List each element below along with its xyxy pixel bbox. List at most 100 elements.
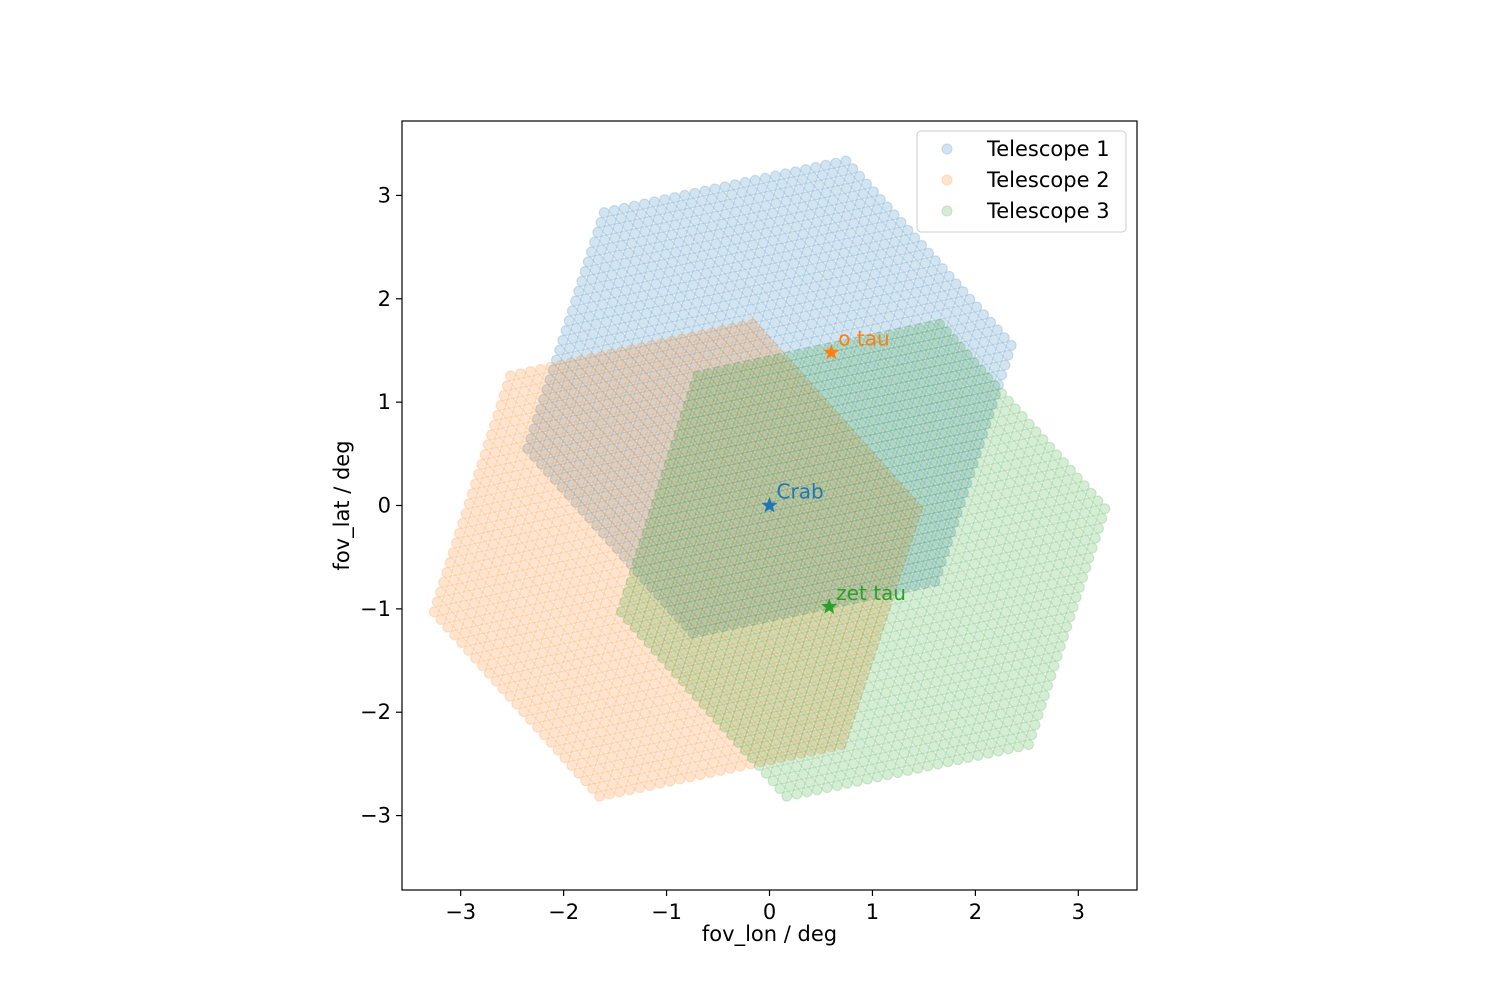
scatter-points [428,155,1111,802]
pixel-point [877,531,890,544]
pixel-point [696,570,708,582]
pixel-point [763,537,775,550]
pixel-point [976,428,989,440]
pixel-point [730,581,742,593]
pixel-point [679,537,691,549]
pixel-point [585,246,598,258]
pixel-point [842,438,854,450]
pixel-point [915,386,927,398]
pixel-point [808,601,820,613]
pixel-point [621,540,634,552]
pixel-point [680,592,692,604]
pixel-point [710,613,723,625]
pixel-point [857,536,869,548]
pixel-point [769,518,781,530]
pixel-point [495,399,507,411]
pixel-point [772,508,785,520]
pixel-point [927,493,939,505]
pixel-point [652,534,664,546]
pixel-point [709,183,721,195]
pixel-point [676,574,688,587]
pixel-point [658,194,671,206]
pixel-point [730,435,743,447]
pixel-point [797,576,810,588]
pixel-point [745,505,758,517]
pixel-point [630,456,642,468]
pixel-point [940,481,953,493]
pixel-point [637,464,649,476]
pixel-point [896,472,909,484]
pixel-point [665,335,678,348]
pixel-point [750,549,762,562]
pixel-point [764,446,777,458]
pixel-point [546,456,558,468]
pixel-point [744,450,757,462]
pixel-point [660,450,672,462]
pixel-point [798,603,810,615]
pixel-point [584,512,596,524]
pixel-point [973,410,985,422]
pixel-point [760,575,772,587]
pixel-point [926,439,938,451]
pixel-point [902,425,914,437]
pixel-point [665,522,677,534]
pixel-point [734,452,746,464]
pixel-point [866,479,878,491]
pixel-point [889,437,901,449]
pixel-point [726,323,738,335]
pixel-point [698,506,710,518]
pixel-point [965,375,978,387]
pixel-point [618,202,630,214]
pixel-point [712,521,724,533]
pixel-point [771,453,784,465]
pixel-point [717,447,730,459]
pixel-point [854,399,867,411]
pixel-point [892,574,904,586]
pixel-point [769,490,781,503]
pixel-point [618,550,630,562]
pixel-point [942,417,955,429]
pixel-point [773,535,785,548]
pixel-point [926,411,938,423]
pixel-point [897,527,910,539]
pixel-point [573,459,585,471]
pixel-point [861,407,874,419]
pixel-point [759,520,771,532]
pixel-point [752,485,764,497]
pixel-point [673,611,686,624]
pixel-point [814,408,827,420]
pixel-point [714,456,726,468]
pixel-point [716,538,728,551]
pixel-point [834,403,847,415]
pixel-point [884,512,896,524]
pixel-point [654,497,666,509]
pixel-point [852,436,864,448]
pixel-point [627,466,639,478]
pixel-point [676,602,689,614]
pixel-point [737,589,749,601]
pixel-point [876,477,889,489]
pixel-point [870,496,882,508]
pixel-point [675,520,687,532]
pixel-point [590,492,602,504]
pixel-point [934,501,946,513]
pixel-point [925,558,937,570]
pixel-point [941,509,953,521]
pixel-point [825,460,838,472]
pixel-point [653,588,665,601]
pixel-point [907,525,920,537]
pixel-point [791,595,803,608]
pixel-point [909,433,921,445]
pixel-point [728,472,740,484]
pixel-point [671,502,683,514]
pixel-point [431,596,443,608]
pixel-point [762,483,774,495]
pixel-point [545,361,557,373]
pixel-point [780,543,792,555]
pixel-point [822,443,834,455]
pixel-point [834,577,847,589]
pixel-point [781,451,794,463]
pixel-point [859,471,872,483]
pixel-point [906,443,918,455]
pixel-point [686,331,698,343]
